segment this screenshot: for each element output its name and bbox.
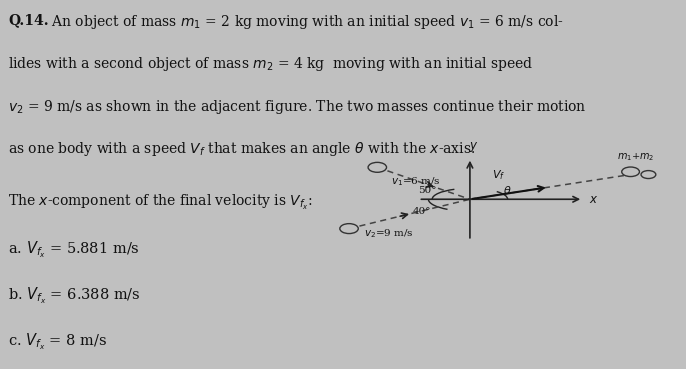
Text: lides with a second object of mass $m_2$ = 4 kg  moving with an initial speed: lides with a second object of mass $m_2$… xyxy=(8,55,534,73)
Circle shape xyxy=(368,162,386,172)
Text: $m_1$+$m_2$: $m_1$+$m_2$ xyxy=(617,151,654,163)
Text: $m_2$: $m_2$ xyxy=(342,223,356,234)
Text: $v_2$ = 9 m/s as shown in the adjacent figure. The two masses continue their mot: $v_2$ = 9 m/s as shown in the adjacent f… xyxy=(8,98,587,116)
Text: 50°: 50° xyxy=(418,186,437,195)
Circle shape xyxy=(622,167,639,176)
Text: 40°: 40° xyxy=(413,207,431,216)
Text: $v_1$=6 m/s: $v_1$=6 m/s xyxy=(391,175,441,187)
Text: b. $V_{f_x}$ = 6.388 m/s: b. $V_{f_x}$ = 6.388 m/s xyxy=(8,285,141,306)
Text: c. $V_{f_x}$ = 8 m/s: c. $V_{f_x}$ = 8 m/s xyxy=(8,331,108,352)
Circle shape xyxy=(340,224,358,234)
Text: The $x$-component of the final velocity is $V_{f_x}$:: The $x$-component of the final velocity … xyxy=(8,193,313,212)
Text: as one body with a speed $V_f$ that makes an angle $\theta$ with the $x$-axis.: as one body with a speed $V_f$ that make… xyxy=(8,140,475,158)
Text: An object of mass $m_1$ = 2 kg moving with an initial speed $v_1$ = 6 m/s col-: An object of mass $m_1$ = 2 kg moving wi… xyxy=(47,13,563,31)
Text: $\theta$: $\theta$ xyxy=(503,184,512,196)
Text: $x$: $x$ xyxy=(589,193,598,206)
Circle shape xyxy=(641,170,656,179)
Text: Q.14.: Q.14. xyxy=(8,13,49,27)
Text: a. $V_{f_x}$ = 5.881 m/s: a. $V_{f_x}$ = 5.881 m/s xyxy=(8,239,140,260)
Text: $V_f$: $V_f$ xyxy=(492,168,506,182)
Text: $y$: $y$ xyxy=(469,140,479,154)
Text: $m_1$: $m_1$ xyxy=(370,162,384,173)
Text: $v_2$=9 m/s: $v_2$=9 m/s xyxy=(364,227,414,239)
